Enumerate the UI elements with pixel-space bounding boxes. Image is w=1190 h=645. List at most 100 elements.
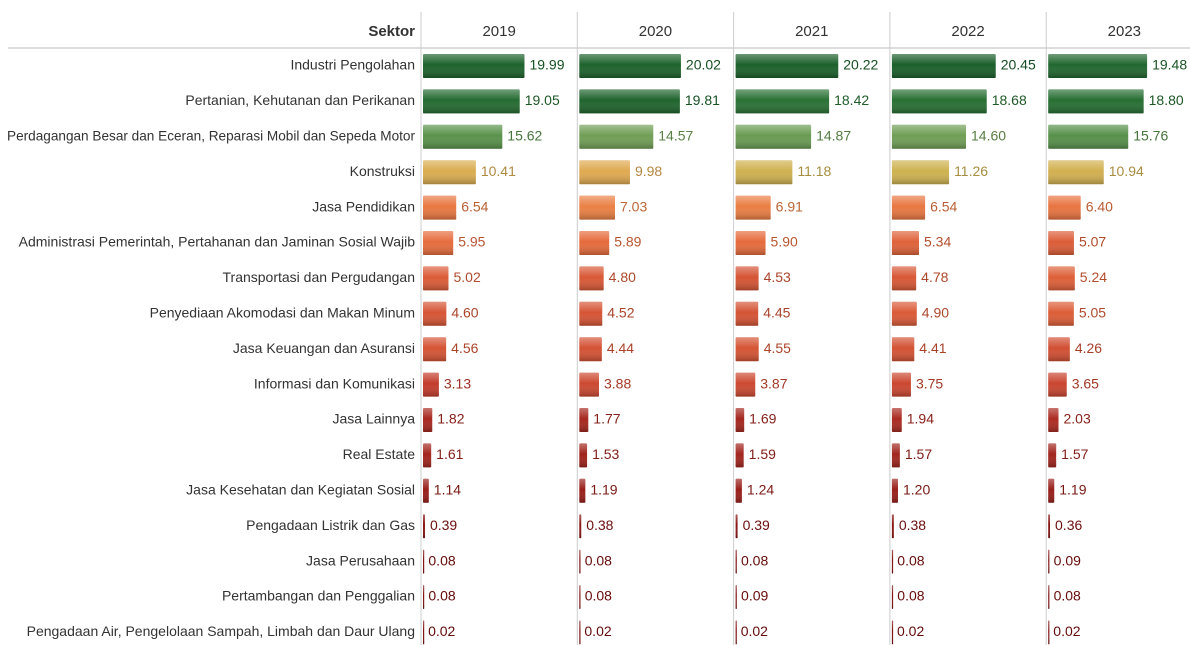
value-label: 3.87 <box>760 375 787 391</box>
value-label: 4.26 <box>1075 340 1102 356</box>
bar <box>423 124 503 149</box>
category-label: Pengadaan Air, Pengelolaan Sampah, Limba… <box>27 623 415 639</box>
bar <box>735 443 744 468</box>
value-label: 11.26 <box>954 163 988 179</box>
value-label: 0.08 <box>585 552 612 568</box>
bar <box>1048 231 1074 255</box>
category-label: Jasa Pendidikan <box>312 198 415 214</box>
bar <box>891 160 950 185</box>
value-label: 0.39 <box>743 517 770 533</box>
value-label: 14.87 <box>816 128 851 144</box>
bar <box>735 195 771 220</box>
bar <box>423 195 457 220</box>
value-label: 11.18 <box>797 163 831 179</box>
bar <box>735 337 759 362</box>
bar <box>735 372 756 397</box>
value-label: 1.14 <box>434 482 461 498</box>
bar <box>579 372 599 397</box>
bar <box>891 124 967 149</box>
bar <box>735 620 737 645</box>
value-label: 18.80 <box>1149 92 1184 108</box>
bar <box>579 160 630 185</box>
bar <box>891 195 926 220</box>
value-label: 3.88 <box>604 375 631 391</box>
value-label: 14.57 <box>658 128 693 144</box>
value-label: 4.60 <box>451 305 478 321</box>
value-label: 0.02 <box>741 623 768 639</box>
value-label: 4.80 <box>609 269 636 285</box>
value-label: 0.02 <box>897 623 924 639</box>
bar <box>735 266 759 291</box>
value-label: 0.09 <box>741 588 768 604</box>
value-label: 19.81 <box>685 92 720 108</box>
bar <box>579 124 654 149</box>
value-label: 1.82 <box>437 411 464 427</box>
bar <box>423 514 425 539</box>
category-label: Pertambangan dan Penggalian <box>222 588 415 604</box>
bar <box>579 443 588 468</box>
bar <box>891 478 898 503</box>
bar <box>891 89 987 114</box>
category-label: Pertanian, Kehutanan dan Perikanan <box>185 92 415 108</box>
bar <box>423 478 429 503</box>
bar <box>423 266 449 291</box>
bar <box>1048 160 1104 185</box>
bar <box>891 585 894 609</box>
bar <box>579 266 604 291</box>
value-label: 4.52 <box>607 305 634 321</box>
bar <box>891 443 900 468</box>
value-label: 0.09 <box>1054 552 1081 568</box>
bar <box>891 266 917 291</box>
bar <box>423 160 476 185</box>
value-label: 1.57 <box>1061 446 1088 462</box>
series-header: 2021 <box>795 23 828 40</box>
value-label: 0.08 <box>897 588 924 604</box>
category-label: Jasa Lainnya <box>332 411 415 427</box>
value-label: 15.62 <box>507 128 542 144</box>
value-label: 20.22 <box>843 57 878 73</box>
value-label: 0.38 <box>586 517 613 533</box>
series-header: 2020 <box>639 23 672 40</box>
series-header: 2023 <box>1108 23 1141 40</box>
bar <box>423 337 447 362</box>
value-label: 5.34 <box>924 234 951 250</box>
bar <box>579 478 586 503</box>
value-label: 5.07 <box>1079 234 1106 250</box>
value-label: 5.02 <box>453 269 480 285</box>
category-label: Pengadaan Listrik dan Gas <box>246 517 415 533</box>
category-label: Perdagangan Besar dan Eceran, Reparasi M… <box>7 128 415 144</box>
bar <box>735 514 738 539</box>
bar <box>1048 337 1070 362</box>
category-label: Real Estate <box>343 446 416 462</box>
value-label: 0.08 <box>428 552 455 568</box>
bar <box>891 620 894 645</box>
value-label: 5.95 <box>458 234 485 250</box>
bar <box>1048 478 1055 503</box>
value-label: 20.02 <box>686 57 721 73</box>
bar <box>735 408 745 432</box>
bar <box>1048 514 1051 539</box>
value-label: 0.08 <box>428 588 455 604</box>
bar <box>423 54 525 78</box>
bar <box>735 549 737 574</box>
value-label: 0.39 <box>430 517 457 533</box>
bar <box>1048 195 1081 220</box>
bar <box>423 231 454 255</box>
bar <box>423 372 439 397</box>
bar <box>423 408 433 432</box>
value-label: 18.68 <box>992 92 1027 108</box>
bar <box>1048 266 1075 291</box>
value-label: 15.76 <box>1133 128 1168 144</box>
bar <box>1048 408 1059 432</box>
value-label: 0.02 <box>428 623 455 639</box>
bar <box>1048 443 1057 468</box>
category-label: Transportasi dan Pergudangan <box>223 269 416 285</box>
value-label: 3.13 <box>444 375 471 391</box>
bar <box>1048 124 1129 149</box>
bar <box>735 231 766 255</box>
value-label: 4.44 <box>607 340 634 356</box>
bar <box>735 89 830 114</box>
bar <box>735 124 812 149</box>
category-label: Informasi dan Komunikasi <box>254 375 415 391</box>
value-label: 1.59 <box>749 446 776 462</box>
